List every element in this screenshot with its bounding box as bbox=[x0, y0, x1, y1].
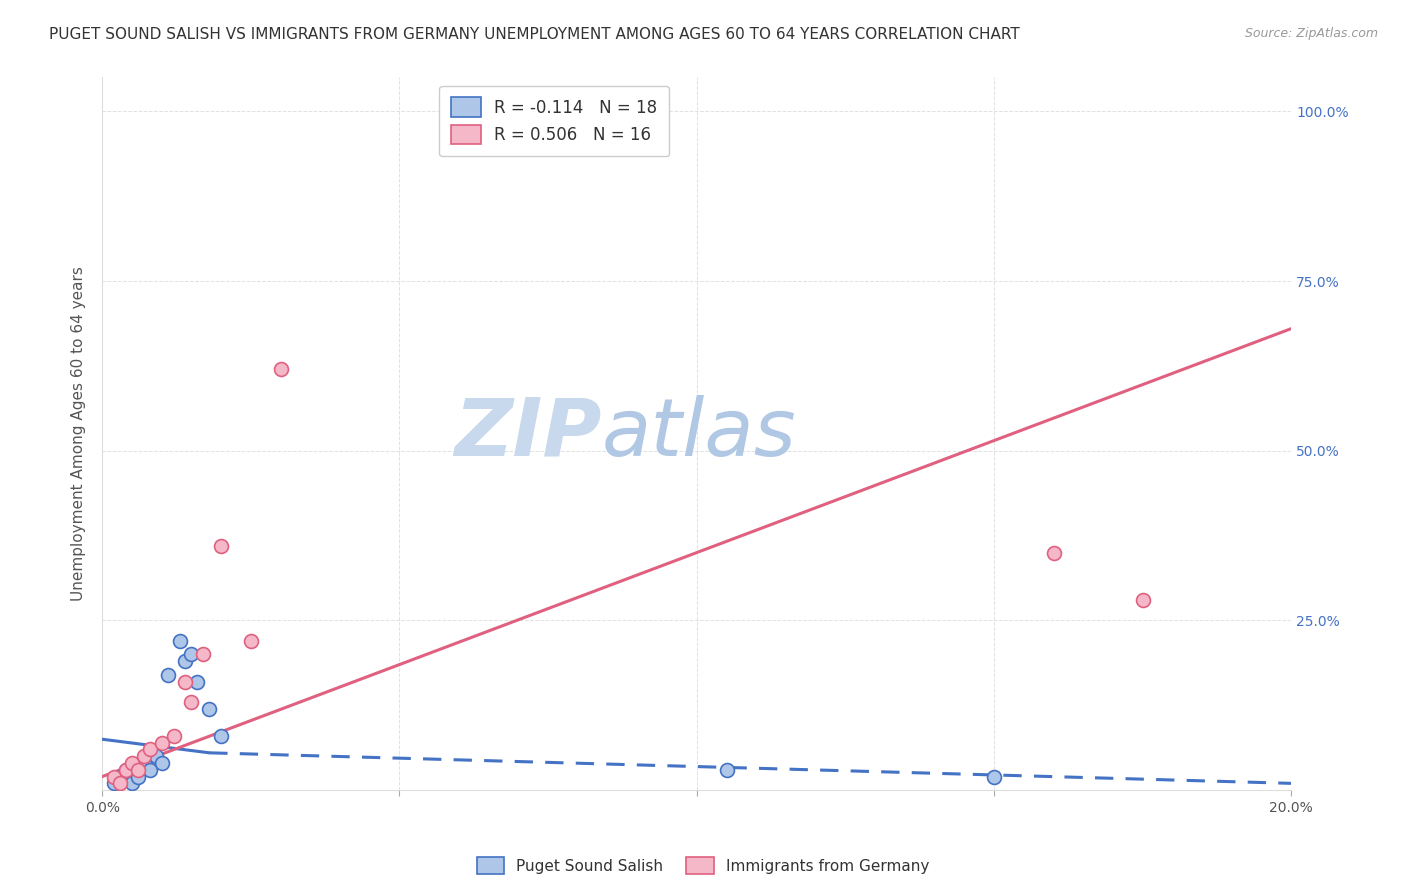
Point bbox=[193, 648, 215, 662]
Point bbox=[239, 633, 262, 648]
Legend: R = -0.114   N = 18, R = 0.506   N = 16: R = -0.114 N = 18, R = 0.506 N = 16 bbox=[439, 86, 669, 156]
Point bbox=[145, 749, 167, 764]
Point bbox=[139, 763, 162, 777]
Point bbox=[139, 742, 162, 756]
Point bbox=[103, 776, 125, 790]
Point bbox=[150, 756, 173, 770]
Text: atlas: atlas bbox=[602, 395, 796, 473]
Point bbox=[1042, 545, 1064, 559]
Point bbox=[983, 770, 1005, 784]
Point bbox=[1132, 593, 1154, 607]
Legend: Puget Sound Salish, Immigrants from Germany: Puget Sound Salish, Immigrants from Germ… bbox=[471, 851, 935, 880]
Text: ZIP: ZIP bbox=[454, 395, 602, 473]
Point bbox=[132, 756, 155, 770]
Point bbox=[198, 701, 221, 715]
Point bbox=[108, 770, 131, 784]
Point bbox=[169, 633, 191, 648]
Point bbox=[174, 674, 197, 689]
Point bbox=[132, 749, 155, 764]
Point bbox=[150, 736, 173, 750]
Point bbox=[270, 362, 292, 376]
Point bbox=[180, 695, 202, 709]
Point bbox=[156, 667, 179, 681]
Point bbox=[209, 539, 232, 553]
Point bbox=[121, 776, 143, 790]
Point bbox=[108, 776, 131, 790]
Point bbox=[115, 763, 138, 777]
Text: Source: ZipAtlas.com: Source: ZipAtlas.com bbox=[1244, 27, 1378, 40]
Point bbox=[162, 729, 184, 743]
Point bbox=[180, 648, 202, 662]
Text: PUGET SOUND SALISH VS IMMIGRANTS FROM GERMANY UNEMPLOYMENT AMONG AGES 60 TO 64 Y: PUGET SOUND SALISH VS IMMIGRANTS FROM GE… bbox=[49, 27, 1019, 42]
Point bbox=[127, 770, 149, 784]
Y-axis label: Unemployment Among Ages 60 to 64 years: Unemployment Among Ages 60 to 64 years bbox=[72, 267, 86, 601]
Point bbox=[103, 770, 125, 784]
Point bbox=[716, 763, 738, 777]
Point bbox=[115, 763, 138, 777]
Point bbox=[209, 729, 232, 743]
Point bbox=[127, 763, 149, 777]
Point bbox=[174, 654, 197, 668]
Point bbox=[186, 674, 208, 689]
Point bbox=[121, 756, 143, 770]
